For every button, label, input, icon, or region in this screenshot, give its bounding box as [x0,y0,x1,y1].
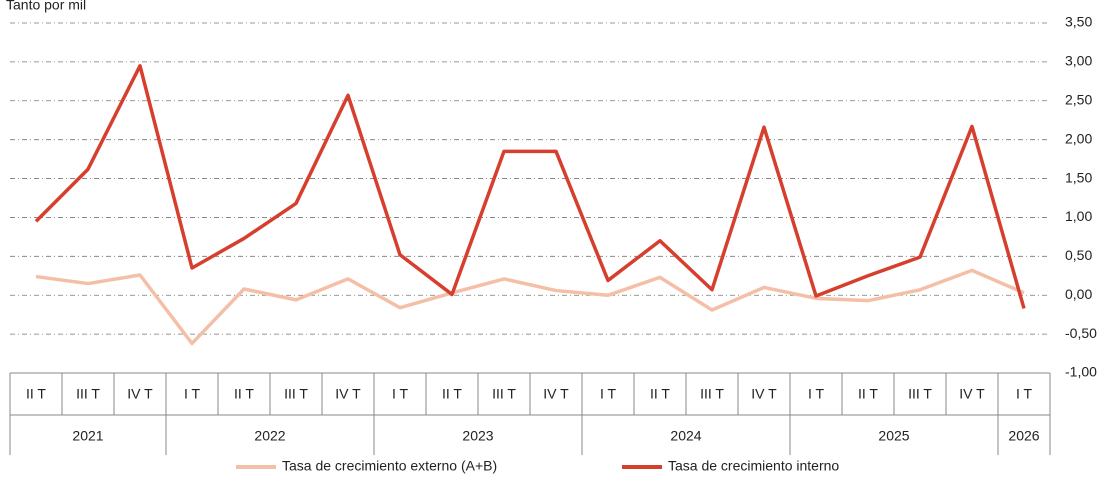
x-tick-label: III T [76,386,100,402]
x-tick-label: IV T [751,386,777,402]
group-label: 2023 [462,428,493,444]
group-label: 2024 [670,428,701,444]
series-line [34,64,1026,309]
group-label: 2026 [1008,428,1039,444]
x-tick-label: I T [1016,386,1033,402]
y-tick-label: 3,50 [1065,14,1092,30]
x-tick-label: II T [858,386,878,402]
y-tick-label: 2,00 [1065,130,1092,146]
legend-label: Tasa de crecimiento interno [668,458,839,474]
y-axis-label: Tanto por mil [6,0,86,13]
x-tick-label: III T [908,386,932,402]
x-tick-label: II T [650,386,670,402]
x-tick-label: IV T [335,386,361,402]
x-tick-label: I T [184,386,201,402]
y-tick-label: 0,00 [1065,286,1092,302]
group-label: 2025 [878,428,909,444]
x-tick-label: I T [392,386,409,402]
y-tick-label: 1,50 [1065,169,1092,185]
x-tick-label: II T [442,386,462,402]
x-tick-label: IV T [543,386,569,402]
y-tick-label: 1,00 [1065,208,1092,224]
x-tick-label: III T [492,386,516,402]
y-tick-label: 2,50 [1065,91,1092,107]
group-label: 2022 [254,428,285,444]
x-tick-label: II T [26,386,46,402]
x-tick-label: I T [808,386,825,402]
y-tick-label: 0,50 [1065,247,1092,263]
series-line [35,268,1025,346]
legend-label: Tasa de crecimiento externo (A+B) [282,458,497,474]
x-tick-label: III T [700,386,724,402]
y-tick-label: 3,00 [1065,53,1092,69]
x-tick-label: I T [600,386,617,402]
x-tick-label: IV T [127,386,153,402]
y-tick-label: -0,50 [1065,325,1097,341]
x-tick-label: III T [284,386,308,402]
x-tick-label: II T [234,386,254,402]
group-label: 2021 [72,428,103,444]
y-tick-label: -1,00 [1065,364,1097,380]
x-tick-label: IV T [959,386,985,402]
